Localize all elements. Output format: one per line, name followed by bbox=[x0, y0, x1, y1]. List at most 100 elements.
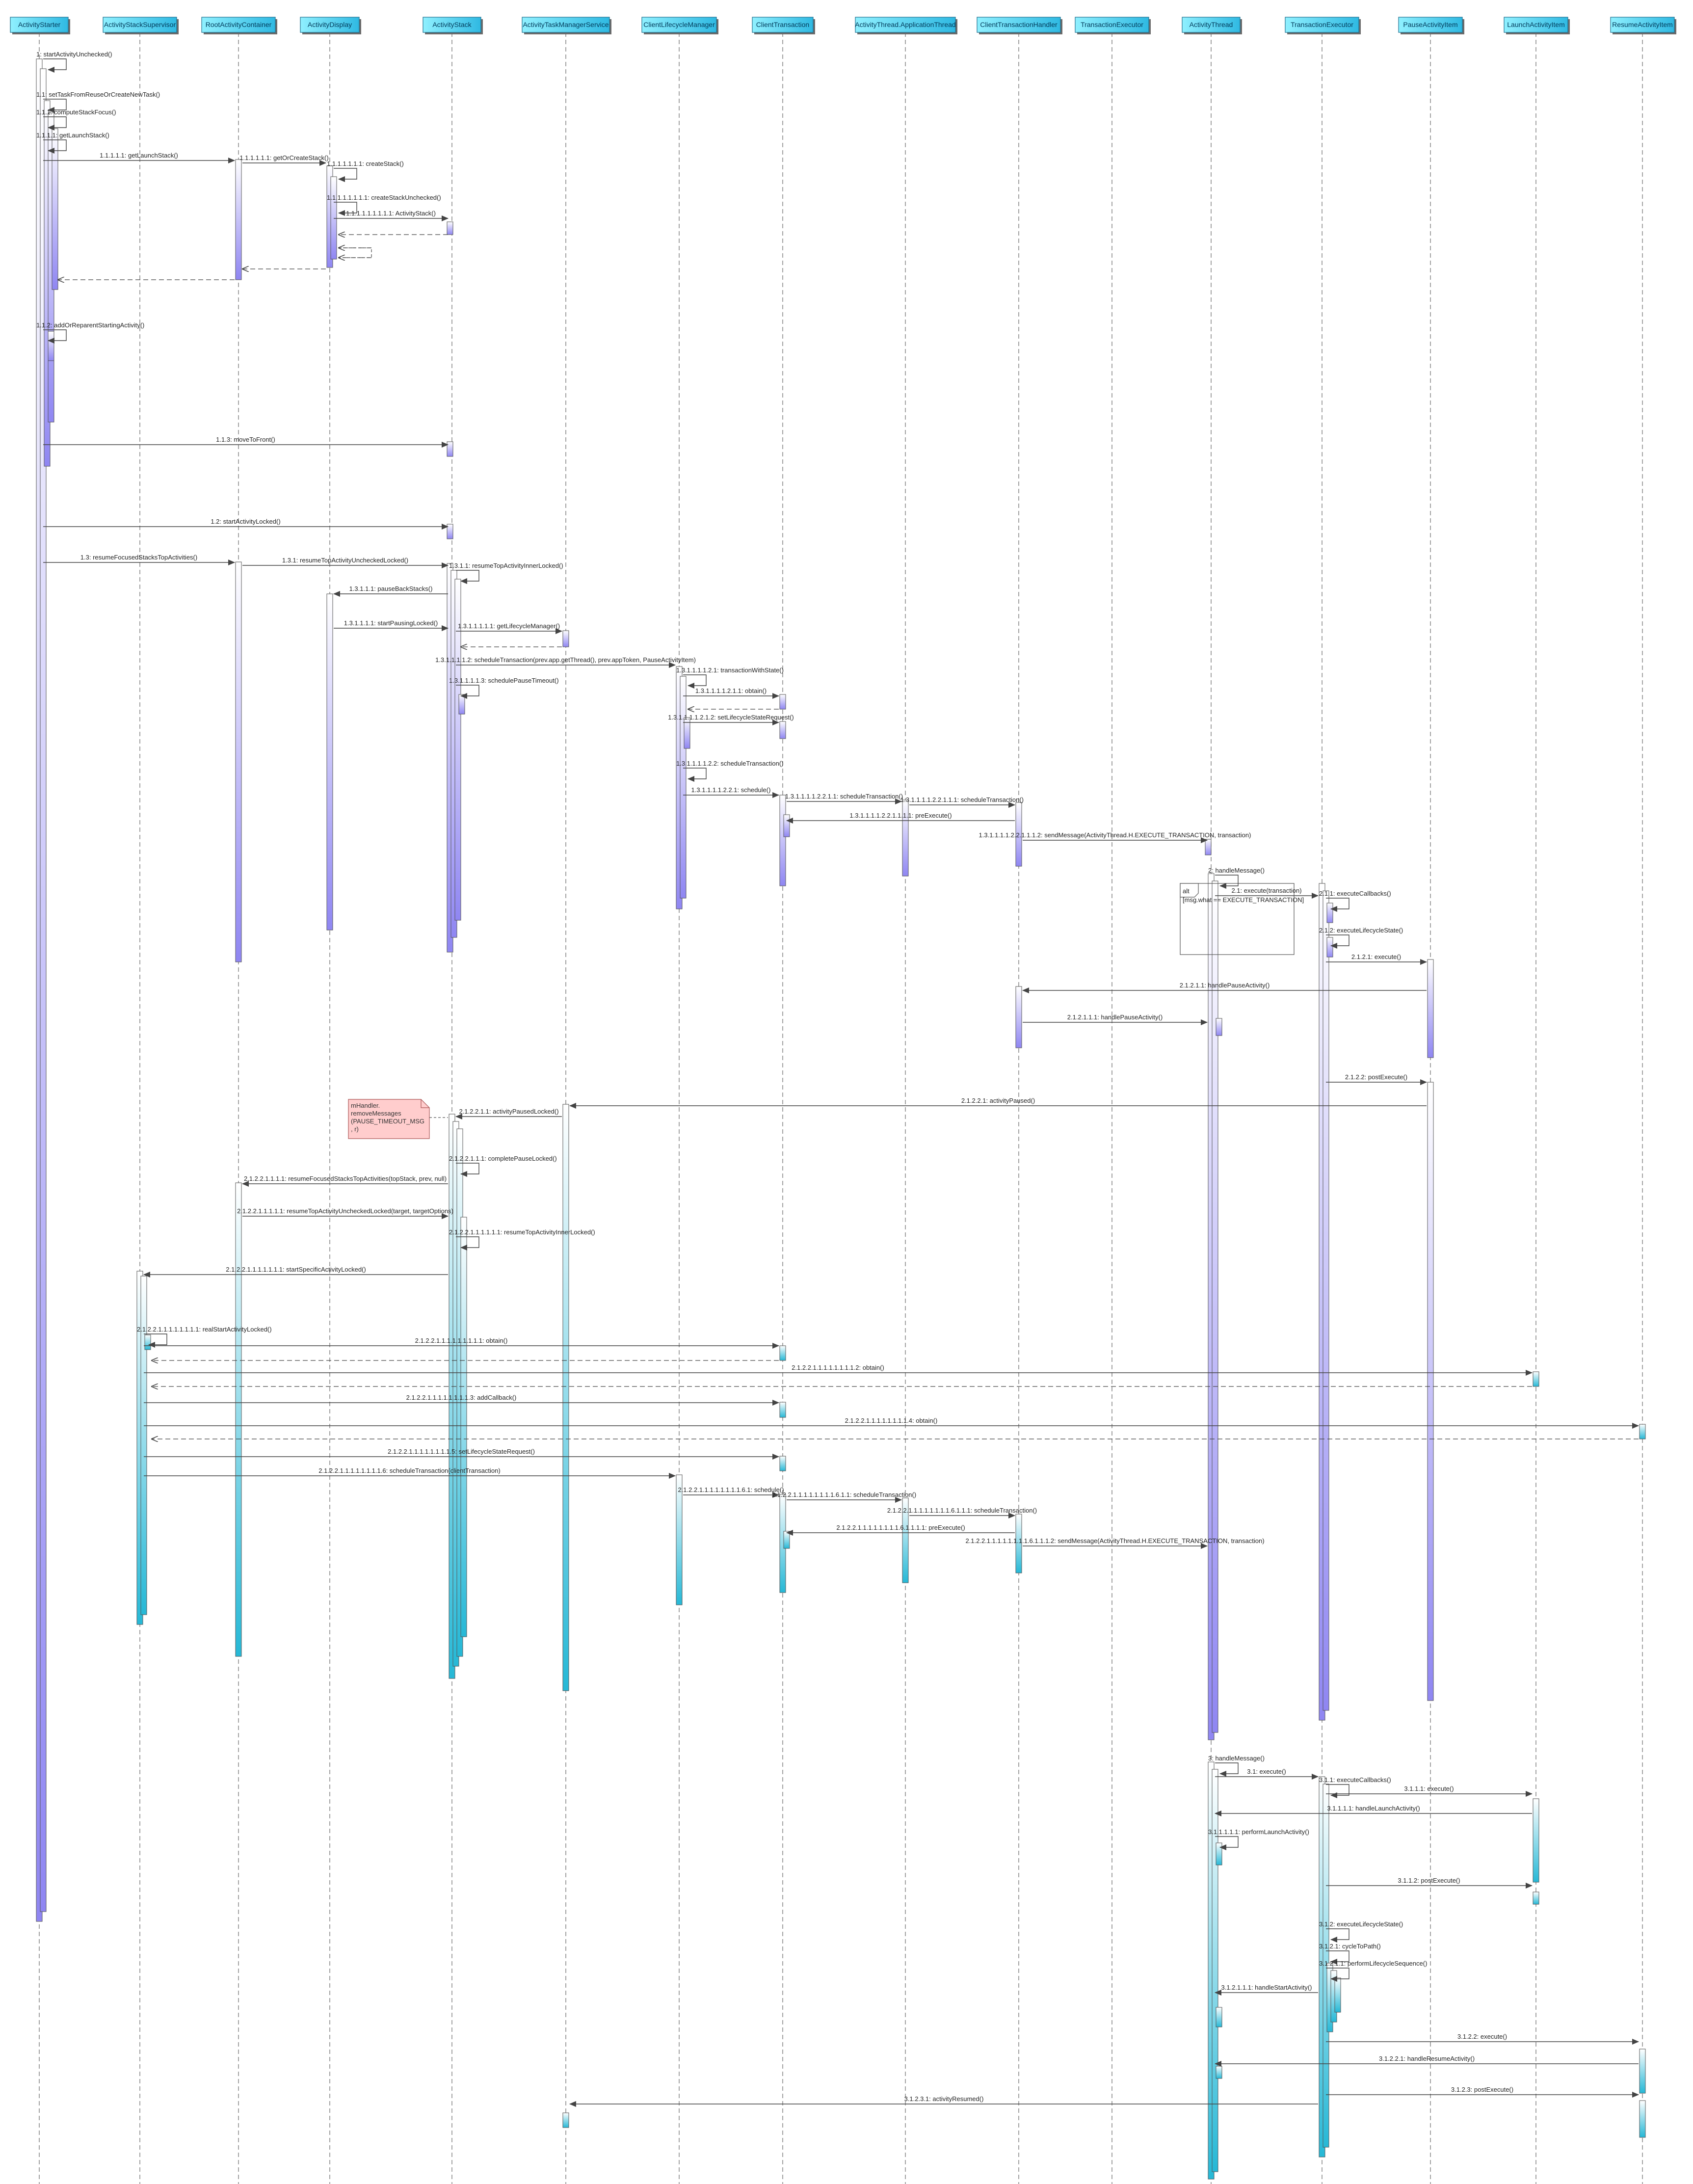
activation-bar bbox=[676, 1474, 683, 1605]
message-label: 2.1.2.2.1.1.1.1: resumeFocusedStacksTopA… bbox=[244, 1175, 447, 1182]
activation-bar bbox=[562, 1104, 569, 1691]
message-46: 2.1.2.2.1.1.1.1.1.1.1.1.1: obtain() bbox=[144, 1337, 779, 1349]
message-label: 3.1.1.2: postExecute() bbox=[1398, 1877, 1460, 1884]
message-42: 2.1.2.2.1.1.1.1.1: resumeTopActivityUnch… bbox=[237, 1207, 453, 1219]
activation-bar bbox=[330, 176, 337, 260]
activation-bar bbox=[779, 795, 786, 886]
message-label: 2.1.2.2: postExecute() bbox=[1345, 1073, 1407, 1081]
participant-clienttransactionhandler: ClientTransactionHandler bbox=[977, 17, 1062, 34]
activation-bar bbox=[562, 2112, 569, 2128]
message-53: 2.1.2.2.1.1.1.1.1.1.1.1.6.1.1: scheduleT… bbox=[772, 1491, 916, 1503]
message-11: 1.1.3: moveToFront() bbox=[43, 436, 449, 448]
message-54: 2.1.2.2.1.1.1.1.1.1.1.1.6.1.1.1: schedul… bbox=[887, 1507, 1037, 1518]
message-24: 1.3.1.1.1.1.2.2: scheduleTransaction() bbox=[676, 760, 783, 782]
message-label: 1.3.1.1.1.1.3: schedulePauseTimeout() bbox=[449, 677, 559, 684]
activation-bar bbox=[447, 221, 453, 235]
message-label: 1.3.1.1.1.1.2.2.1.1: scheduleTransaction… bbox=[785, 793, 903, 800]
message-28: 1.3.1.1.1.1.2.2.1.1.1.1: preExecute() bbox=[786, 812, 1015, 824]
activation-bar bbox=[1205, 839, 1212, 855]
participant-label: TransactionExecutor bbox=[1291, 21, 1353, 28]
activation-bar bbox=[1015, 802, 1022, 867]
message-label: 2.1.2.2.1.1.1.1.1.1.1.1.6.1.1.1: schedul… bbox=[887, 1507, 1037, 1514]
message-label: 3.1.2.1.1: performLifecycleSequence() bbox=[1319, 1960, 1427, 1967]
message-label: 3.1.2.2.1: handleResumeActivity() bbox=[1379, 2055, 1475, 2062]
activation-bar bbox=[458, 694, 465, 715]
message-4: 1.1.1.1: getLaunchStack() bbox=[36, 132, 109, 154]
participant-label: ClientTransaction bbox=[756, 21, 809, 28]
message-label: 1.1.1: computeStackFocus() bbox=[36, 108, 116, 116]
participant-label: ActivityThread bbox=[1190, 21, 1233, 28]
message-3: 1.1.1: computeStackFocus() bbox=[36, 108, 116, 131]
activation-bar bbox=[1533, 1798, 1539, 1883]
activation-bar bbox=[1015, 1514, 1022, 1573]
participant-transactionexecutor: TransactionExecutor bbox=[1075, 17, 1151, 34]
participant-label: ActivityStack bbox=[432, 21, 472, 28]
message-label: 1.3.1.1.1.1.2.2.1: schedule() bbox=[691, 786, 771, 794]
participant-label: TransactionExecutor bbox=[1081, 21, 1143, 28]
message-30: 2: handleMessage() bbox=[1208, 867, 1265, 889]
participant-label: ActivityDisplay bbox=[308, 21, 352, 28]
participant-pauseactivityitem: PauseActivityItem bbox=[1398, 17, 1464, 34]
message-32: 2.1.1: executeCallbacks() bbox=[1319, 890, 1391, 912]
message-10: 1.1.2: addOrReparentStartingActivity() bbox=[36, 321, 144, 344]
activation-bar bbox=[1212, 880, 1218, 1733]
participant-activitystacksupervisor: ActivityStackSupervisor bbox=[103, 17, 179, 34]
activation-bar bbox=[1639, 2049, 1646, 2094]
message-67: 3.1.2.1.1.1: handleStartActivity() bbox=[1215, 1984, 1318, 1996]
activation-bar bbox=[779, 1345, 786, 1361]
activation-bar bbox=[1427, 1082, 1434, 1701]
message-label: 1.2: startActivityLocked() bbox=[211, 518, 280, 525]
activation-bar bbox=[144, 1334, 151, 1350]
message-57: 3: handleMessage() bbox=[1208, 1755, 1265, 1777]
participant-resumeactivityitem: ResumeActivityItem bbox=[1610, 17, 1676, 34]
message-5: 1.1.1.1.1: getLaunchStack() bbox=[43, 152, 235, 163]
message-44: 2.1.2.2.1.1.1.1.1.1.1: startSpecificActi… bbox=[143, 1266, 448, 1278]
message-label: 1.3.1.1.1.1: startPausingLocked() bbox=[344, 619, 438, 627]
participant-activitydisplay: ActivityDisplay bbox=[300, 17, 361, 34]
activation-bar bbox=[454, 579, 461, 921]
message-63: 3.1.1.2: postExecute() bbox=[1326, 1877, 1533, 1889]
message-20: 1.3.1.1.1.1.2.1: transactionWithState() bbox=[676, 666, 784, 689]
activation-bar bbox=[902, 1497, 909, 1583]
message-label: 1.3.1: resumeTopActivityUncheckedLocked(… bbox=[282, 557, 408, 564]
message-55: 2.1.2.2.1.1.1.1.1.1.1.1.6.1.1.1.1: preEx… bbox=[786, 1524, 1015, 1536]
participant-label: PauseActivityItem bbox=[1403, 21, 1457, 28]
note: mHandler.removeMessages(PAUSE_TIMEOUT_MS… bbox=[348, 1099, 448, 1139]
message-label: 2.1.2.1.1: handlePauseActivity() bbox=[1180, 982, 1270, 989]
activation-bar bbox=[1216, 1842, 1222, 1865]
return-arrow bbox=[339, 247, 372, 258]
activation-bar bbox=[1323, 890, 1329, 1711]
message-label: 2.1.2.2.1.1.1.1.1.1.1.1.6.1.1.1.1: preEx… bbox=[836, 1524, 965, 1531]
fragment-operator: alt bbox=[1183, 887, 1190, 895]
message-label: 2.1.2.2.1.1.1: completePauseLocked() bbox=[449, 1155, 557, 1162]
participant-label: ActivityStackSupervisor bbox=[104, 21, 176, 28]
message-label: 3.1.2.3.1: activityResumed() bbox=[904, 2095, 984, 2103]
message-52: 2.1.2.2.1.1.1.1.1.1.1.1.6.1: schedule() bbox=[678, 1486, 784, 1498]
message-39: 2.1.2.2.1.1: activityPausedLocked() bbox=[455, 1108, 562, 1119]
message-label: 1.1: setTaskFromReuseOrCreateNewTask() bbox=[36, 91, 160, 98]
message-label: 2.1.2.2.1: activityPaused() bbox=[961, 1097, 1035, 1104]
message-31: 2.1: execute(transaction) bbox=[1215, 887, 1319, 899]
activation-bar bbox=[680, 676, 687, 899]
message-label: 2.1.2.1: execute() bbox=[1351, 953, 1401, 960]
alt-fragment: alt[msg.what == EXECUTE_TRANSACTION] bbox=[1180, 883, 1304, 955]
participant-launchactivityitem: LaunchActivityItem bbox=[1504, 17, 1570, 34]
activation-bar bbox=[779, 721, 786, 739]
activation-bar bbox=[235, 159, 242, 280]
message-22: 1.3.1.1.1.1.2.1.2: setLifecycleStateRequ… bbox=[668, 714, 794, 725]
activation-bar bbox=[235, 1182, 242, 1657]
message-label: 1.3.1.1.1.1.2.1: transactionWithState() bbox=[676, 666, 784, 674]
message-label: 2: handleMessage() bbox=[1208, 867, 1265, 874]
message-37: 2.1.2.2: postExecute() bbox=[1326, 1073, 1427, 1085]
message-13: 1.3: resumeFocusedStacksTopActivities() bbox=[43, 554, 235, 565]
activation-bar bbox=[460, 1217, 467, 1637]
message-label: 1.1.1.1.1.1.1.1: createStackUnchecked() bbox=[327, 194, 441, 201]
message-18: 1.3.1.1.1.1.1: getLifecycleManager() bbox=[456, 622, 562, 634]
activation-bar bbox=[783, 814, 790, 837]
message-35: 2.1.2.1.1: handlePauseActivity() bbox=[1022, 982, 1427, 993]
note-line: removeMessages bbox=[351, 1110, 401, 1117]
message-label: 3.1.2.1: cycleToPath() bbox=[1319, 1943, 1381, 1950]
message-label: 2.1.1: executeCallbacks() bbox=[1319, 890, 1391, 897]
activation-bar bbox=[447, 441, 453, 457]
